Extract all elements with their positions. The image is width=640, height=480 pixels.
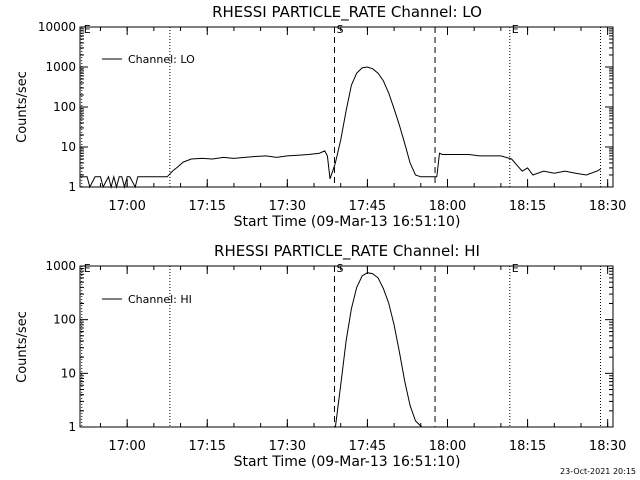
plot-frame-hi <box>79 265 614 428</box>
x-tick-label: 18:00 <box>429 439 466 454</box>
panel-hi: RHESSI PARTICLE_RATE Channel: HI Counts/… <box>15 242 626 470</box>
time-marker-label: S <box>336 23 343 36</box>
time-marker-label: E <box>84 262 91 275</box>
time-marker-label: E <box>512 23 519 36</box>
y-tick-label: 1000 <box>45 259 76 273</box>
y-ticks-lo: 1 10 100 1000 10000 <box>38 20 613 194</box>
series-line <box>80 66 601 189</box>
y-tick-label: 10 <box>61 140 76 154</box>
series-hi <box>334 272 423 428</box>
x-tick-label: 18:30 <box>589 439 626 454</box>
x-tick-label: 17:15 <box>189 199 226 214</box>
x-tick-label: 17:30 <box>269 199 306 214</box>
x-axis-label-lo: Start Time (09-Mar-13 16:51:10) <box>234 214 461 230</box>
x-tick-label: 18:30 <box>589 199 626 214</box>
y-tick-label: 100 <box>53 313 76 327</box>
panel-lo: RHESSI PARTICLE_RATE Channel: LO Counts/… <box>15 3 626 230</box>
time-marker-label: E <box>84 23 91 36</box>
y-tick-label: 10000 <box>38 20 76 34</box>
chart-title-hi: RHESSI PARTICLE_RATE Channel: HI <box>214 242 480 261</box>
legend-hi: Channel: HI <box>102 293 192 306</box>
y-tick-label: 1 <box>68 420 76 434</box>
x-ticks-lo: 17:00 17:15 17:30 17:45 18:00 18:15 18:30 <box>99 27 626 214</box>
y-tick-label: 10 <box>61 366 76 380</box>
x-tick-label: 17:00 <box>108 199 145 214</box>
time-marker-label: E <box>512 262 519 275</box>
legend-label-hi: Channel: HI <box>128 293 192 306</box>
x-tick-label: 17:45 <box>349 199 386 214</box>
legend-lo: Channel: LO <box>102 53 195 66</box>
x-tick-label: 18:15 <box>509 199 546 214</box>
time-marker-label: S <box>336 262 343 275</box>
y-axis-label-lo: Counts/sec <box>15 71 30 143</box>
series-line <box>334 272 423 428</box>
x-tick-label: 18:15 <box>509 439 546 454</box>
x-tick-label: 17:00 <box>108 439 145 454</box>
y-axis-label-hi: Counts/sec <box>15 311 30 383</box>
y-tick-label: 1 <box>68 180 76 194</box>
series-lo <box>80 66 601 189</box>
legend-label-lo: Channel: LO <box>128 53 195 66</box>
x-tick-label: 17:15 <box>189 439 226 454</box>
footer-timestamp: 23-Oct-2021 20:15 <box>560 467 636 476</box>
y-ticks-hi: 1 10 100 1000 <box>45 259 613 434</box>
y-tick-label: 100 <box>53 100 76 114</box>
y-tick-label: 1000 <box>45 60 76 74</box>
x-tick-label: 17:45 <box>349 439 386 454</box>
x-tick-label: 17:30 <box>269 439 306 454</box>
chart-title-lo: RHESSI PARTICLE_RATE Channel: LO <box>212 3 482 22</box>
x-axis-label-hi: Start Time (09-Mar-13 16:51:10) <box>234 454 461 470</box>
x-tick-label: 18:00 <box>429 199 466 214</box>
x-ticks-hi: 17:00 17:15 17:30 17:45 18:00 18:15 18:30 <box>99 266 626 454</box>
